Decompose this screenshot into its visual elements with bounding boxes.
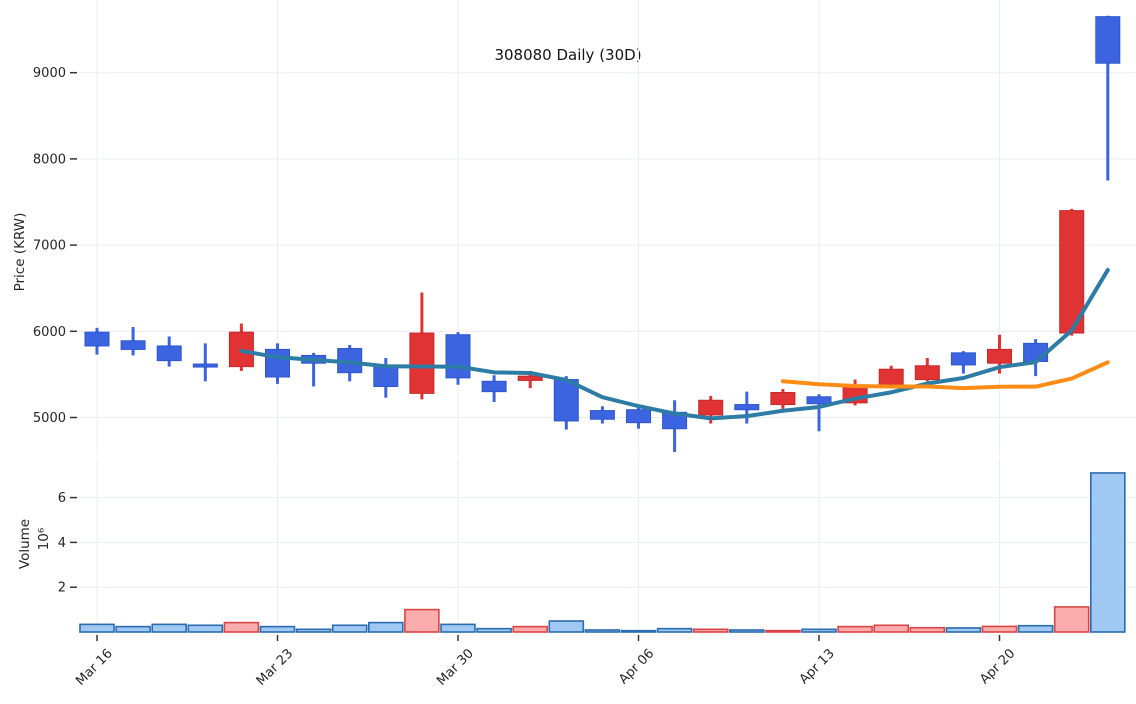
candle-body <box>553 379 579 422</box>
candle-body <box>192 363 218 368</box>
volume-bar <box>837 625 873 633</box>
volume-bar <box>295 628 332 633</box>
candle-body <box>156 345 182 362</box>
x-tick-label: Mar 16 <box>73 646 116 689</box>
volume-bar <box>115 625 151 633</box>
volume-bar <box>476 627 512 633</box>
volume-bar <box>1017 624 1054 633</box>
volume-tick-label: 2 <box>58 581 66 596</box>
volume-bar <box>728 629 765 633</box>
volume-bar <box>548 620 585 633</box>
candle-body <box>698 399 724 416</box>
x-tick-label: Apr 13 <box>797 646 838 687</box>
volume-tick-label: 4 <box>58 536 66 551</box>
volume-bar <box>1053 606 1090 633</box>
candle-body <box>770 392 796 406</box>
volume-bar <box>259 625 296 633</box>
candle-body <box>445 334 471 379</box>
ma5-line <box>239 267 1110 421</box>
candle-body <box>589 410 615 420</box>
volume-bar <box>367 621 404 633</box>
volume-bar <box>981 625 1018 633</box>
candle-body <box>987 348 1012 364</box>
x-tick-label: Apr 20 <box>977 646 1018 687</box>
candle-body <box>950 352 976 366</box>
candle-body <box>517 375 543 381</box>
candle-body <box>373 366 399 387</box>
price-tick-label: 5000 <box>33 411 66 426</box>
candle-body <box>806 396 832 405</box>
candle-body <box>914 365 940 381</box>
volume-bar <box>945 627 982 633</box>
volume-bar <box>187 624 224 633</box>
price-tick-label: 6000 <box>33 325 66 340</box>
volume-tick-label: 6 <box>58 491 66 506</box>
volume-bar <box>765 629 801 633</box>
candle-body <box>409 332 435 394</box>
ma20-line <box>780 360 1110 391</box>
candle-body <box>265 348 290 378</box>
candle-body <box>1095 16 1121 64</box>
candle-body <box>626 409 651 424</box>
x-tick-label: Mar 23 <box>254 646 297 689</box>
volume-bar <box>223 621 260 633</box>
volume-bar <box>404 608 440 633</box>
volume-bar <box>656 627 693 633</box>
volume-bar <box>151 623 187 633</box>
price-tick-label: 8000 <box>33 152 66 167</box>
volume-bar <box>512 625 549 633</box>
volume-bar <box>79 623 115 633</box>
volume-bar <box>1090 472 1126 633</box>
volume-bar <box>331 624 368 633</box>
candle-body <box>84 331 110 347</box>
candle-body <box>878 368 904 386</box>
candle-body <box>120 340 146 350</box>
candle-body <box>1059 210 1085 334</box>
volume-bar <box>440 623 476 633</box>
volume-bar <box>620 629 657 633</box>
x-tick-label: Apr 06 <box>616 646 657 687</box>
volume-bar <box>873 624 910 633</box>
price-tick-label: 9000 <box>33 66 66 81</box>
chart-title: 308080 Daily (30D) <box>494 46 642 64</box>
candle-body <box>481 380 507 393</box>
volume-bar <box>584 629 621 633</box>
x-tick-label: Mar 30 <box>434 646 477 689</box>
candle-body <box>734 404 760 411</box>
volume-bar <box>909 626 946 633</box>
price-tick-label: 7000 <box>33 239 66 254</box>
volume-bar <box>801 628 837 633</box>
volume-bar <box>692 628 729 633</box>
